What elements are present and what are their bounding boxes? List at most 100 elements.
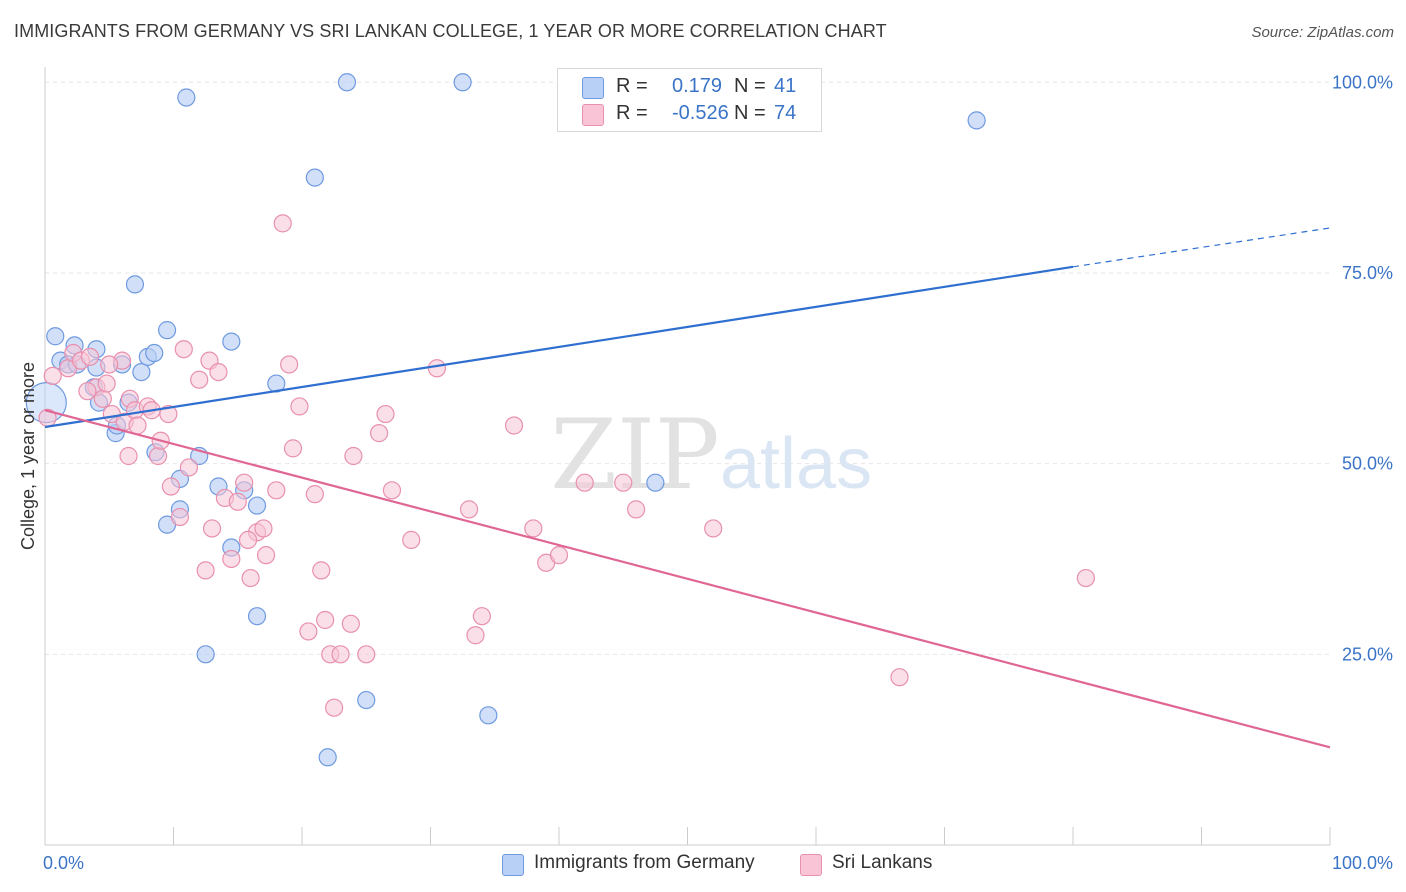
srilankan-point (325, 698, 344, 717)
series-srilankan-points (38, 214, 1095, 717)
germany-trend-line (44, 265, 1074, 429)
srilankan-point (128, 416, 147, 435)
germany-point (453, 73, 472, 92)
trend-lines (44, 227, 1331, 749)
y-tick-label: 50.0% (1342, 454, 1393, 474)
srilankan-point (254, 519, 273, 538)
germany-point (196, 645, 215, 664)
source-credit: Source: ZipAtlas.com (1251, 24, 1394, 41)
legend-label: Sri Lankans (832, 852, 933, 873)
srilankan-point (222, 549, 241, 569)
germany-point (177, 88, 196, 107)
srilankan-point (43, 366, 62, 386)
srilankan-point (93, 389, 112, 408)
srilankan-point (283, 439, 303, 458)
srilankan-point (100, 355, 119, 374)
r-label: R = (616, 102, 648, 124)
axes (44, 67, 1331, 846)
srilankan-point (159, 404, 178, 424)
srilankan-trend-line (44, 409, 1331, 749)
y-tick-label: 75.0% (1342, 263, 1393, 283)
srilankan-point (97, 374, 116, 393)
germany-point (222, 332, 241, 351)
watermark-atlas: atlas (720, 424, 872, 504)
srilankan-point (614, 473, 633, 492)
srilankan-point (299, 622, 318, 641)
srilankan-point (316, 610, 335, 630)
srilankan-point (704, 519, 723, 538)
germany-point (46, 327, 65, 346)
srilankan-point (504, 416, 524, 435)
srilankan-point (170, 507, 190, 527)
srilankan-point (376, 404, 395, 424)
srilankan-point (331, 645, 350, 664)
legend-swatch-blue (502, 854, 524, 876)
srilankan-point (1076, 568, 1095, 588)
y-axis-label: College, 1 year or more (18, 362, 38, 550)
srilankan-point (626, 500, 646, 519)
srilankan-point (209, 362, 228, 382)
srilankan-point (179, 458, 199, 477)
srilankan-point (228, 492, 247, 511)
srilankan-point (174, 340, 193, 359)
srilankan-point (196, 561, 215, 580)
germany-point (145, 343, 164, 363)
srilankan-point (235, 473, 254, 492)
n-value: 41 (774, 75, 797, 97)
srilankan-point (459, 500, 479, 519)
srilankan-point (161, 477, 181, 496)
legend-swatch-pink (800, 854, 822, 876)
srilankan-point (370, 424, 389, 443)
chart-title: IMMIGRANTS FROM GERMANY VS SRI LANKAN CO… (14, 21, 887, 41)
srilankan-point (312, 561, 331, 580)
tick-labels: 25.0% 50.0% 75.0% 100.0% 0.0% 100.0% (43, 72, 1393, 873)
n-label: N = (734, 75, 766, 97)
srilankan-point (190, 370, 209, 389)
srilankan-point (202, 519, 222, 538)
srilankan-point (575, 473, 594, 492)
x-tick-label: 100.0% (1332, 853, 1393, 873)
srilankan-point (119, 446, 138, 466)
srilankan-point (341, 614, 360, 633)
srilankan-point (78, 382, 97, 401)
srilankan-point (80, 347, 100, 366)
r-value: 0.179 (672, 75, 723, 97)
srilankan-point (472, 607, 491, 626)
germany-point (157, 321, 177, 340)
srilankan-point (280, 355, 299, 374)
germany-point (318, 748, 337, 767)
legend-label: Immigrants from Germany (534, 852, 755, 873)
gridlines (45, 81, 1330, 655)
legend-swatch-pink (582, 104, 604, 126)
srilankan-point (890, 668, 909, 687)
germany-point (479, 706, 498, 725)
watermark-zip: ZIP (550, 399, 719, 511)
srilankan-point (402, 530, 421, 550)
x-tick-label: 0.0% (43, 853, 84, 873)
srilankan-point (267, 481, 286, 500)
srilankan-point (344, 446, 363, 466)
germany-point (337, 73, 357, 92)
germany-point (247, 607, 267, 626)
watermark: ZIP atlas (550, 399, 872, 511)
srilankan-point (238, 530, 258, 550)
srilankan-point (148, 446, 168, 466)
srilankan-point (273, 214, 292, 233)
y-tick-label: 100.0% (1332, 72, 1393, 92)
germany-point (357, 690, 376, 710)
germany-point (646, 473, 665, 492)
germany-point (132, 362, 151, 382)
srilankan-point (549, 546, 569, 565)
srilankan-point (427, 359, 447, 378)
germany-trend-extension (1072, 227, 1331, 268)
germany-point (125, 275, 145, 294)
srilankan-point (305, 485, 324, 504)
srilankan-point (290, 397, 309, 416)
germany-point (967, 111, 986, 130)
germany-point (305, 168, 324, 187)
srilankan-point (466, 626, 485, 645)
legend-swatch-blue (582, 77, 604, 99)
srilankan-point (382, 481, 402, 500)
srilankan-point (256, 546, 276, 565)
